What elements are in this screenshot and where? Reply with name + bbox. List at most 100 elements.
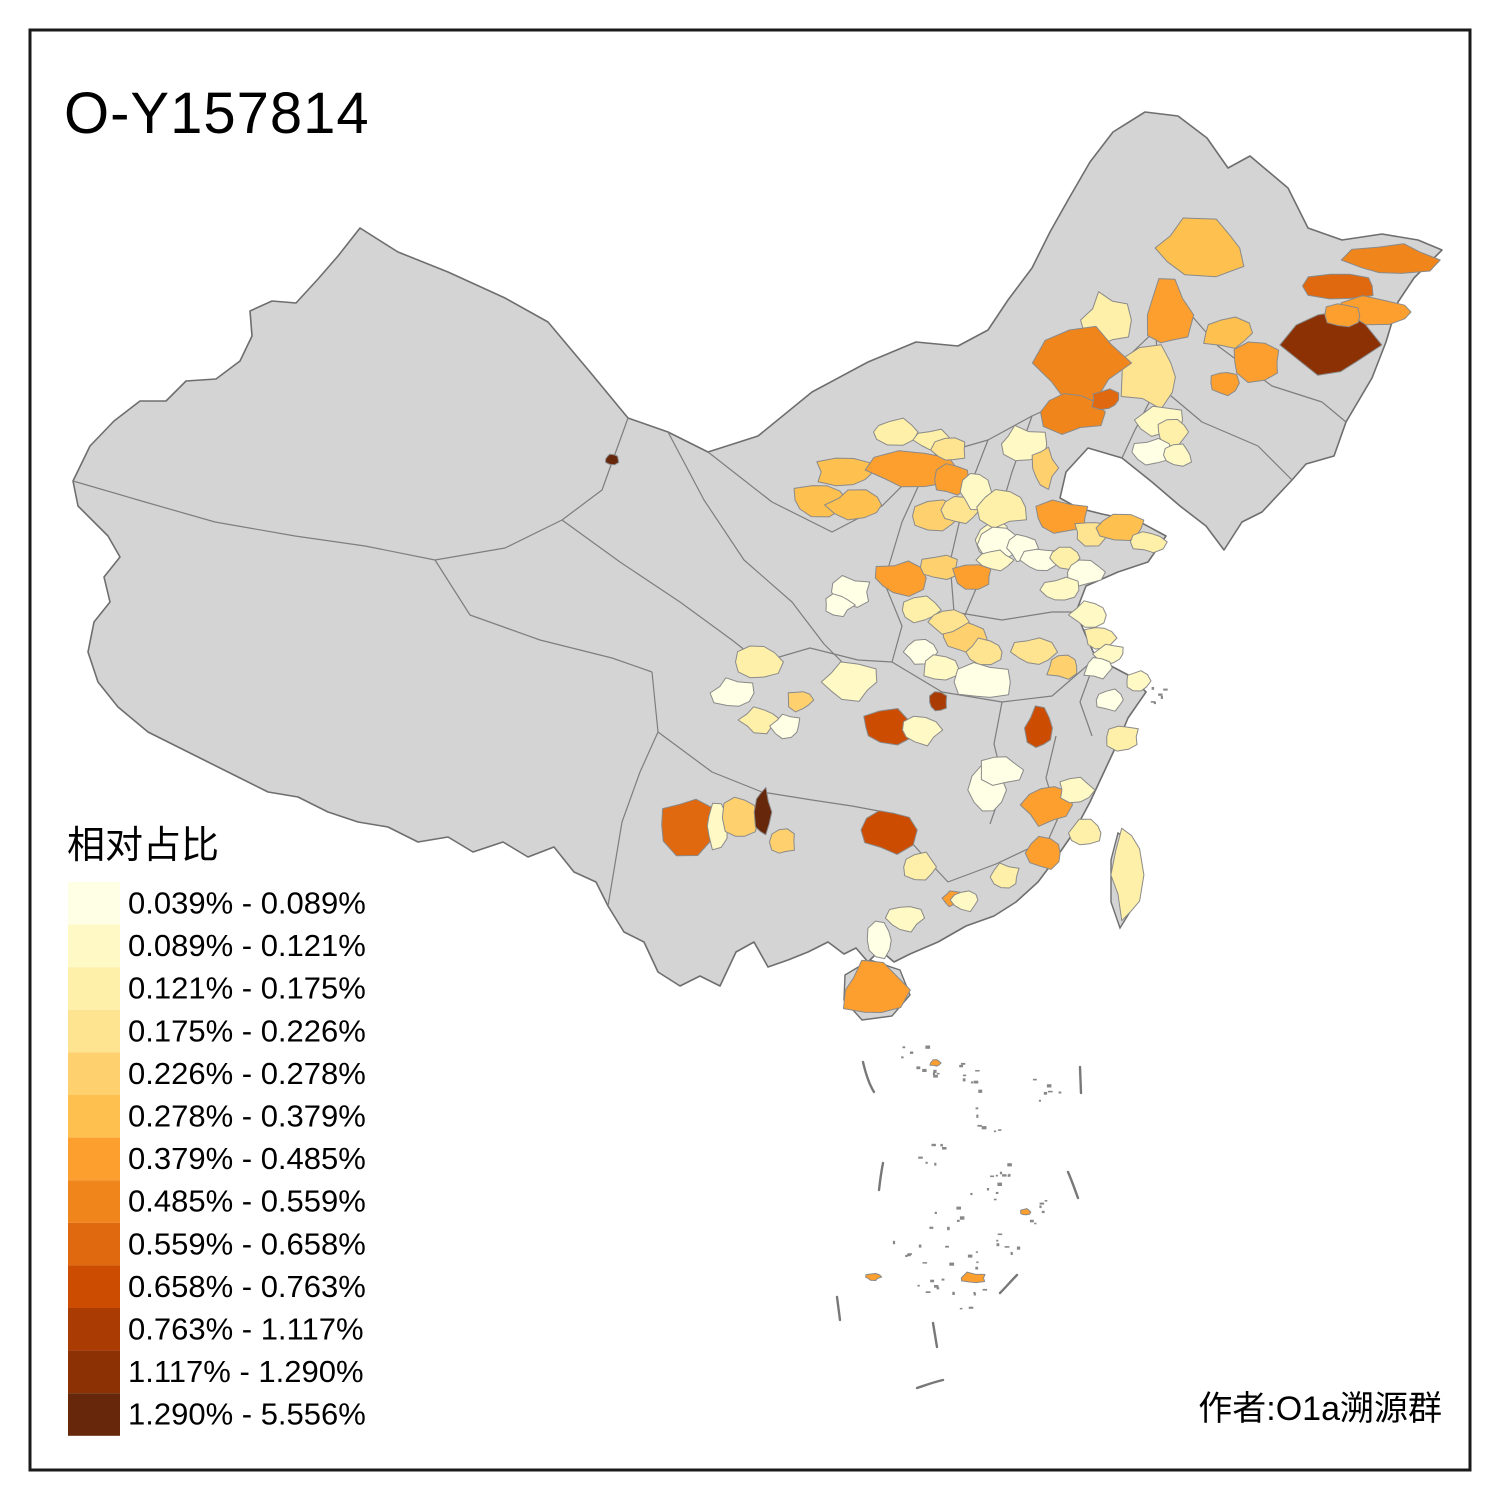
legend-label-13: 1.290% - 5.556% [128,1397,366,1432]
island-speck [945,1245,949,1248]
legend-swatch-1 [68,882,120,925]
island-speck [968,1306,974,1309]
map-region [706,802,728,851]
island-speck [975,1107,979,1110]
legend-swatch-3 [68,967,120,1010]
map-region [1068,818,1102,846]
map-region [949,890,979,913]
map-region [753,786,773,836]
island-speck [916,1066,921,1070]
island-speck [917,1284,920,1287]
island-speck [976,1114,979,1118]
map-region [1067,559,1106,587]
legend-swatch-12 [68,1350,120,1394]
island-speck [1016,1246,1021,1250]
island-speck [931,1143,936,1147]
map-region [1233,341,1280,383]
map-region [1129,531,1168,554]
island-speck [1041,1210,1045,1214]
legend-label-10: 0.658% - 0.763% [128,1269,366,1304]
island-speck [973,1291,976,1294]
map-region [1010,637,1058,665]
island-speck [976,1261,979,1264]
island-speck [901,1056,904,1059]
map-region [1203,316,1253,349]
map-region [1031,446,1060,490]
island-speck [907,1253,912,1255]
map-region [1067,600,1107,628]
island-speck [1038,1099,1041,1102]
island-speck [1150,701,1155,703]
island-speck [1151,687,1155,690]
island-speck [1039,1202,1045,1205]
island-speck [947,1226,950,1231]
map-region [824,489,883,521]
island-speck [1034,1222,1037,1225]
map-region [1146,278,1195,344]
island-speck [996,1239,999,1242]
map-region [1126,670,1152,692]
island-speck [1047,1090,1053,1093]
map-region [1154,217,1245,278]
legend-label-7: 0.379% - 0.485% [128,1141,366,1176]
island-speck [975,1070,980,1072]
island-speck [990,1175,994,1178]
map-region [901,595,942,624]
island-speck [936,1287,940,1290]
island-speck [1004,1246,1010,1248]
map-region [1210,372,1240,397]
island-speck [962,1074,967,1077]
legend-swatch-5 [68,1052,120,1095]
island-speck [892,1240,896,1245]
island-speck [1046,1084,1052,1088]
map-region [768,828,795,854]
island-speck [918,1244,922,1248]
map-title: O-Y157814 [64,81,370,146]
map-region [1302,273,1374,300]
legend-title: 相对占比 [67,825,219,867]
map-region [661,798,721,857]
island-speck [905,1254,908,1257]
island-speck [996,1243,1000,1247]
island-speck [942,1147,947,1150]
legend-rows: 0.039% - 0.089% 0.089% - 0.121% 0.121% - 0… [68,882,366,1436]
map-region [1120,344,1176,410]
island-speck [934,1285,939,1288]
island-speck [973,1080,979,1084]
island-speck [995,1191,999,1194]
legend-swatch-2 [68,924,120,968]
map-region [721,796,760,837]
island-speck [933,1074,938,1078]
map-region [1039,576,1080,601]
island-speck [956,1219,960,1222]
island-speck [986,1188,990,1191]
map-region [787,691,815,713]
island-speck [909,1051,914,1054]
map-region [1040,393,1106,435]
map-region [903,851,937,881]
south-china-sea-islands [892,687,1168,1310]
island-speck [1008,1173,1011,1177]
map-region [923,654,960,681]
map-region [919,554,959,580]
island-speck [1044,1200,1048,1202]
island-speck [1032,1078,1037,1081]
map-region [980,756,1025,786]
legend-swatch-11 [68,1308,120,1351]
island-speck [978,1089,983,1093]
map-region [1019,786,1073,827]
island-speck [907,1254,911,1257]
island-speck [967,1254,973,1258]
legend-swatch-8 [68,1180,120,1223]
map-region [1024,705,1053,748]
map-region [816,457,874,487]
map-region [735,645,784,679]
map-region [1083,657,1113,680]
island-speck [1160,695,1163,699]
legend-label-8: 0.485% - 0.559% [128,1184,366,1219]
island-speck [1010,1251,1013,1255]
island-speck [929,1226,934,1229]
map-region [1059,776,1096,804]
